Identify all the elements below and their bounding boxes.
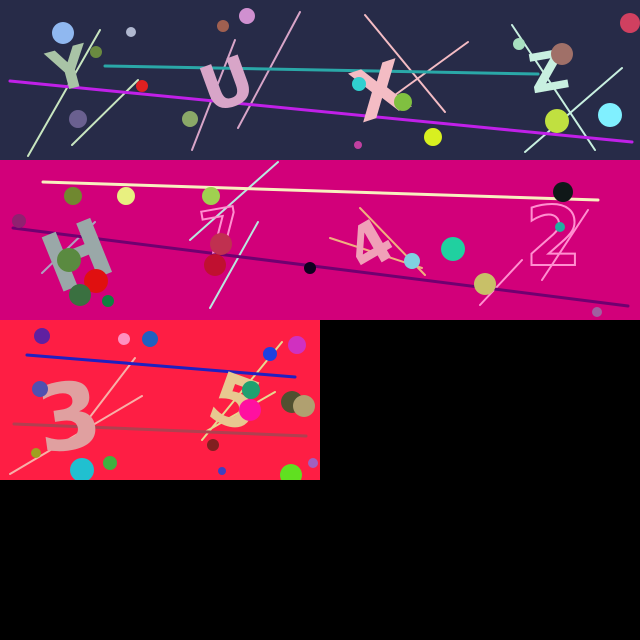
panel-3-noise-lines	[9, 341, 308, 475]
panel-1-noise-lines	[8, 11, 634, 157]
panel-3-noise-dots	[31, 328, 318, 480]
captcha-panel-2: H 7 4 2	[0, 160, 640, 320]
captcha-panel-3: 3 5	[0, 320, 320, 480]
captcha-panel-3-canvas: 3 5	[0, 320, 320, 480]
panel-2-char-4: 2	[525, 190, 582, 285]
panel-2-noise-dots	[12, 182, 602, 317]
panel-3-char-1: 3	[30, 360, 108, 475]
captcha-panel-2-canvas: H 7 4 2	[0, 160, 640, 320]
captcha-panel-1: Y U X Z	[0, 0, 640, 160]
captcha-panel-1-canvas: Y U X Z	[0, 0, 640, 160]
panel-3-background	[0, 320, 320, 480]
panel-1-noise-dots	[52, 8, 640, 149]
panel-3-characters: 3 5	[30, 356, 272, 475]
